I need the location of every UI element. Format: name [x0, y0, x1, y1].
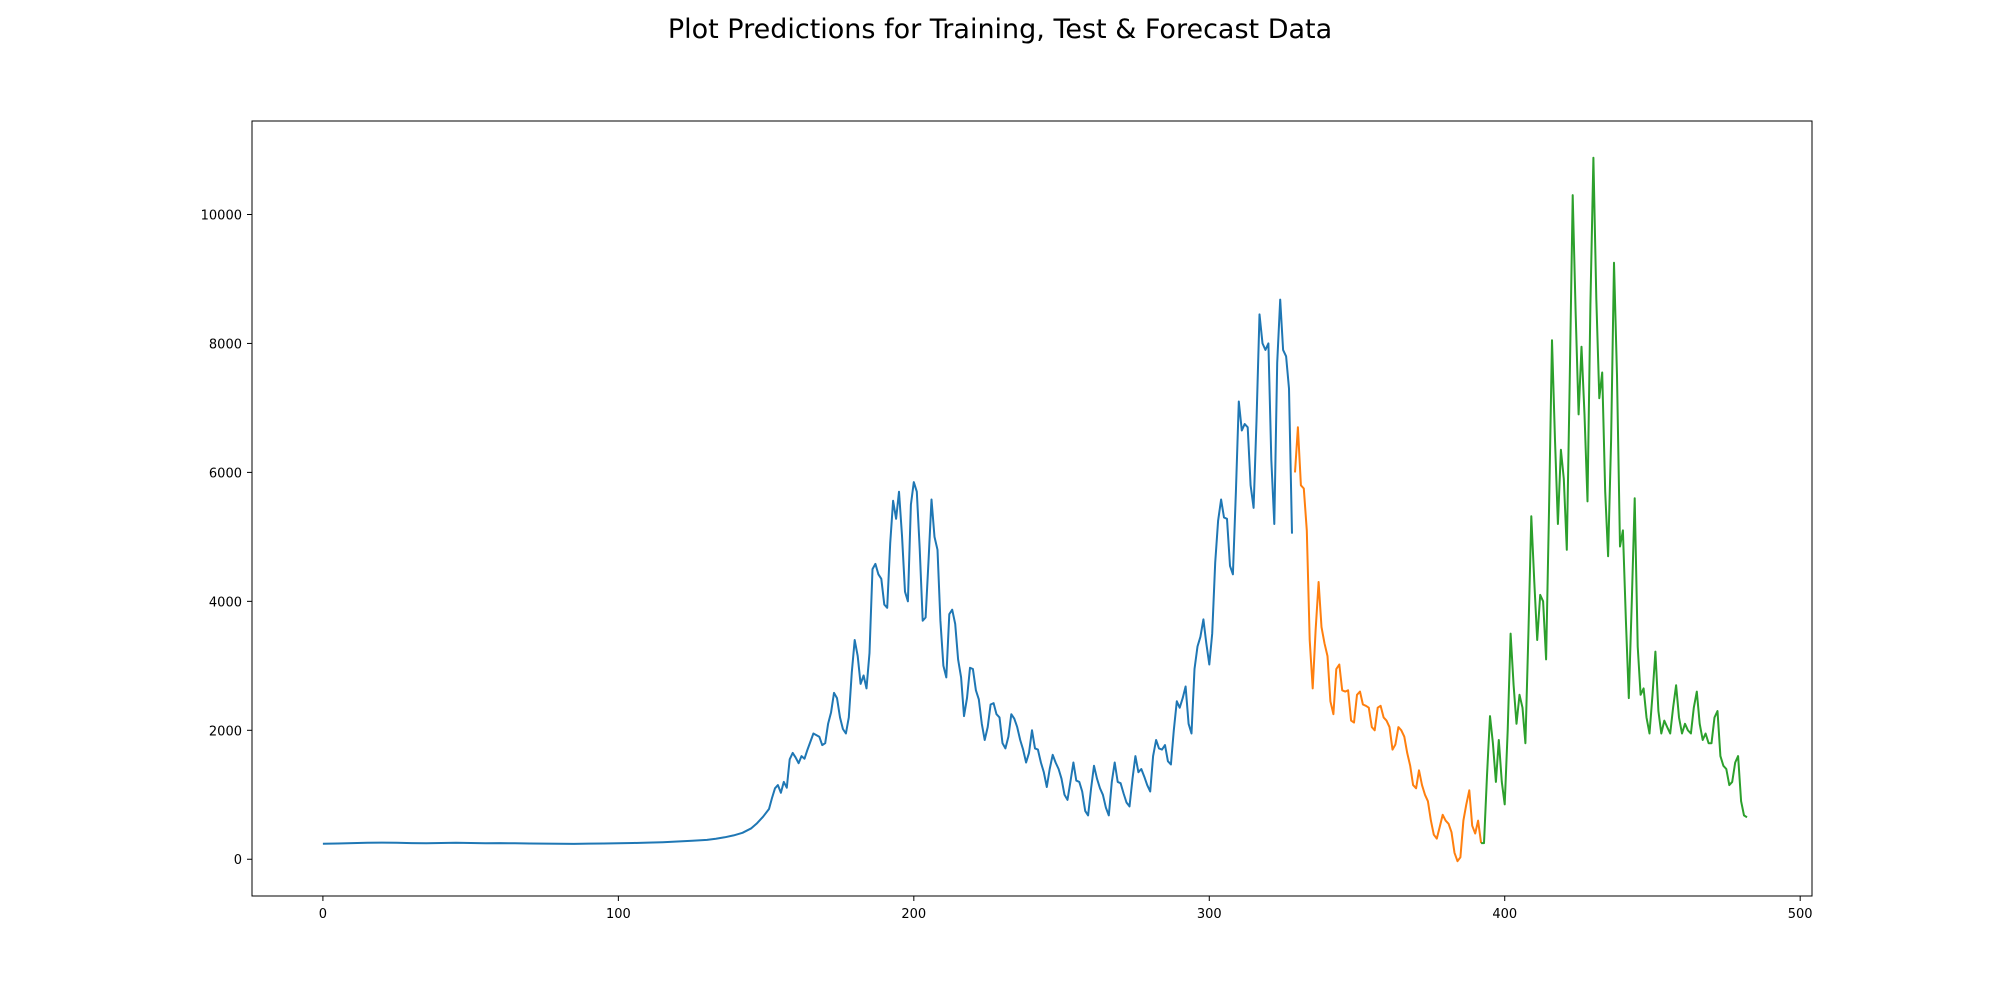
- x-tick-label: 100: [606, 907, 631, 922]
- y-tick-label: 2000: [209, 724, 242, 739]
- y-tick-label: 4000: [209, 595, 242, 610]
- y-tick-label: 10000: [201, 208, 242, 223]
- x-tick-label: 0: [319, 907, 327, 922]
- plot-frame: [251, 120, 1813, 897]
- chart-title: Plot Predictions for Training, Test & Fo…: [667, 14, 1333, 45]
- series-line-1: [1294, 426, 1483, 863]
- x-tick-label: 400: [1492, 907, 1517, 922]
- axis-ticks: 0 100 200 300 400 500 0 2000 4000 6000 8000 10000: [201, 208, 1813, 922]
- series-line-0: [322, 298, 1293, 845]
- x-tick-label: 200: [901, 907, 926, 922]
- x-tick-label: 300: [1197, 907, 1222, 922]
- x-tick-label: 500: [1788, 907, 1813, 922]
- y-tick-label: 8000: [209, 337, 242, 352]
- y-tick-label: 6000: [209, 466, 242, 481]
- series-lines: [322, 156, 1748, 863]
- y-tick-label: 0: [234, 853, 242, 868]
- series-line-2: [1481, 156, 1748, 845]
